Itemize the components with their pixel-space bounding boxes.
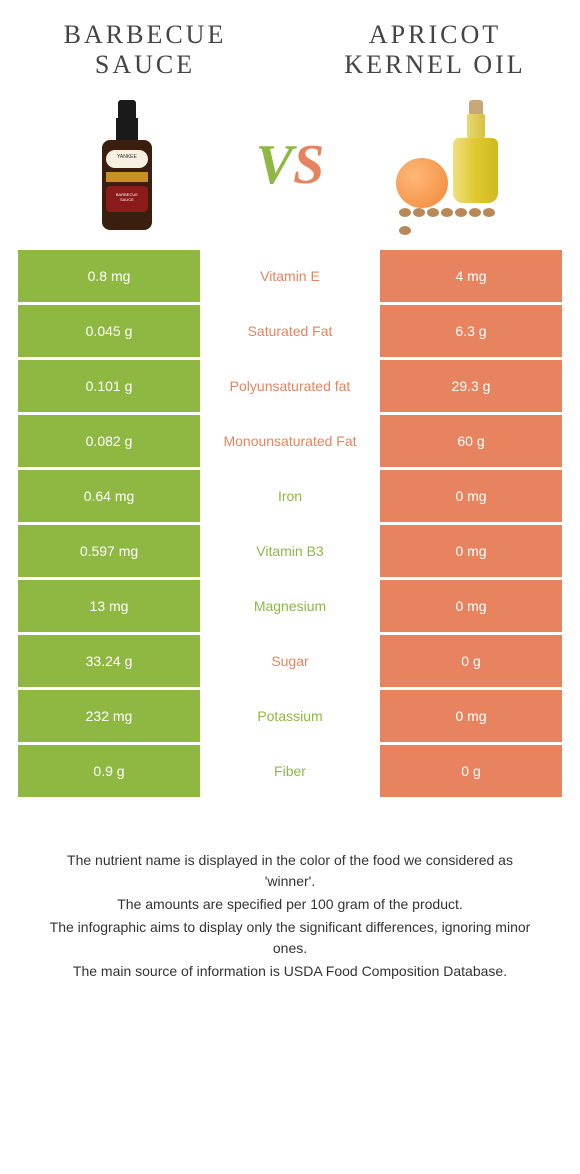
table-row: 0.8 mgVitamin E4 mg xyxy=(18,250,562,302)
left-value-cell: 0.045 g xyxy=(18,305,200,357)
nutrient-label-cell: Magnesium xyxy=(200,580,380,632)
nutrient-label-cell: Saturated Fat xyxy=(200,305,380,357)
table-row: 33.24 gSugar0 g xyxy=(18,635,562,687)
left-value-cell: 0.64 mg xyxy=(18,470,200,522)
left-value-cell: 0.101 g xyxy=(18,360,200,412)
nutrient-label-cell: Vitamin B3 xyxy=(200,525,380,577)
table-row: 0.597 mgVitamin B30 mg xyxy=(18,525,562,577)
nutrient-label-cell: Polyunsaturated fat xyxy=(200,360,380,412)
product-images-row: YANKEE BARBECUESAUCE VS xyxy=(0,90,580,250)
nutrient-label-cell: Fiber xyxy=(200,745,380,797)
left-value-cell: 0.8 mg xyxy=(18,250,200,302)
vs-label: VS xyxy=(256,133,325,197)
left-value-cell: 232 mg xyxy=(18,690,200,742)
nutrient-label-cell: Sugar xyxy=(200,635,380,687)
table-row: 0.082 gMonounsaturated Fat60 g xyxy=(18,415,562,467)
vs-v: V xyxy=(256,134,293,196)
footnote-line: The infographic aims to display only the… xyxy=(40,917,540,959)
left-product-title: Barbecue sauce xyxy=(20,20,270,80)
table-row: 0.64 mgIron0 mg xyxy=(18,470,562,522)
nutrient-label-cell: Monounsaturated Fat xyxy=(200,415,380,467)
right-value-cell: 0 mg xyxy=(380,470,562,522)
vs-s: S xyxy=(293,134,324,196)
left-value-cell: 33.24 g xyxy=(18,635,200,687)
comparison-table: 0.8 mgVitamin E4 mg0.045 gSaturated Fat6… xyxy=(0,250,580,797)
header: Barbecue sauce Apricot kernel oil xyxy=(0,0,580,90)
nutrient-label-cell: Iron xyxy=(200,470,380,522)
footnotes: The nutrient name is displayed in the co… xyxy=(0,800,580,1004)
left-value-cell: 13 mg xyxy=(18,580,200,632)
right-value-cell: 0 g xyxy=(380,635,562,687)
left-value-cell: 0.597 mg xyxy=(18,525,200,577)
right-value-cell: 0 mg xyxy=(380,690,562,742)
right-value-cell: 60 g xyxy=(380,415,562,467)
footnote-line: The main source of information is USDA F… xyxy=(40,961,540,982)
right-value-cell: 6.3 g xyxy=(380,305,562,357)
left-value-cell: 0.9 g xyxy=(18,745,200,797)
right-value-cell: 29.3 g xyxy=(380,360,562,412)
right-value-cell: 0 mg xyxy=(380,525,562,577)
right-value-cell: 4 mg xyxy=(380,250,562,302)
table-row: 0.9 gFiber0 g xyxy=(18,745,562,797)
right-value-cell: 0 mg xyxy=(380,580,562,632)
table-row: 232 mgPotassium0 mg xyxy=(18,690,562,742)
right-product-title: Apricot kernel oil xyxy=(310,20,560,80)
table-row: 13 mgMagnesium0 mg xyxy=(18,580,562,632)
table-row: 0.045 gSaturated Fat6.3 g xyxy=(18,305,562,357)
footnote-line: The nutrient name is displayed in the co… xyxy=(40,850,540,892)
bbq-sauce-image: YANKEE BARBECUESAUCE xyxy=(62,95,192,235)
left-value-cell: 0.082 g xyxy=(18,415,200,467)
footnote-line: The amounts are specified per 100 gram o… xyxy=(40,894,540,915)
nutrient-label-cell: Potassium xyxy=(200,690,380,742)
table-row: 0.101 gPolyunsaturated fat29.3 g xyxy=(18,360,562,412)
nutrient-label-cell: Vitamin E xyxy=(200,250,380,302)
right-value-cell: 0 g xyxy=(380,745,562,797)
apricot-oil-image xyxy=(388,95,518,235)
